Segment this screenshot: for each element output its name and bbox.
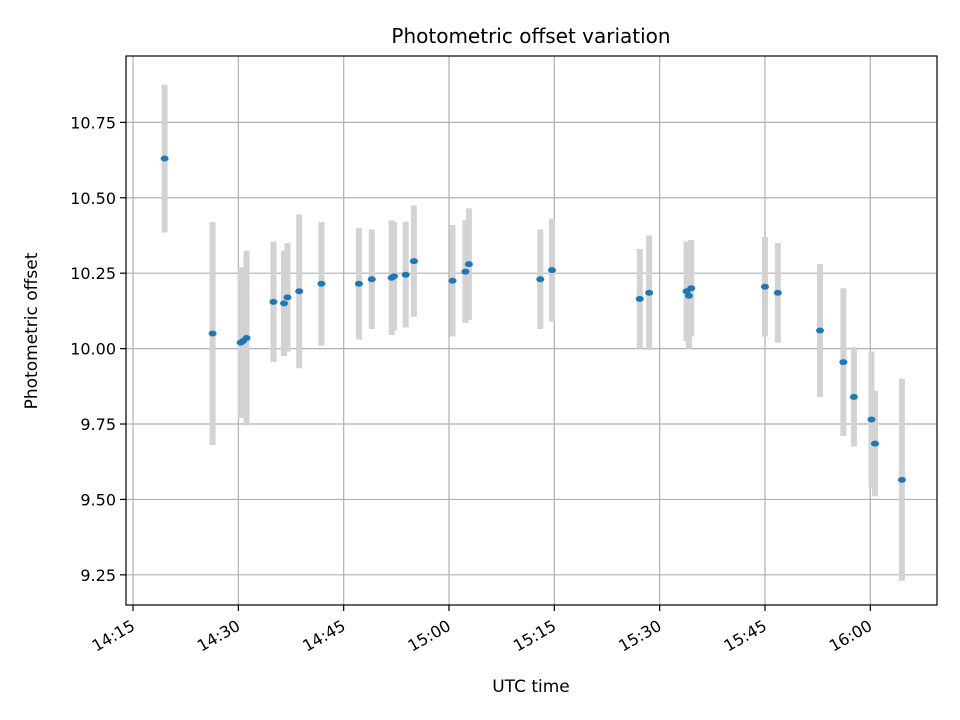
data-point <box>839 359 848 366</box>
data-point <box>849 393 858 400</box>
data-point <box>687 285 696 292</box>
data-point <box>279 300 288 307</box>
y-tick-label: 9.50 <box>80 490 116 509</box>
y-tick-label: 10.25 <box>70 264 116 283</box>
point-layer <box>160 155 906 483</box>
plot-frame <box>125 55 938 606</box>
data-point <box>464 261 473 268</box>
y-tick-label: 9.25 <box>80 566 116 585</box>
data-point <box>242 335 251 342</box>
data-point <box>870 440 879 447</box>
data-point <box>547 267 556 274</box>
data-point <box>208 330 217 337</box>
data-point <box>160 155 169 162</box>
data-point <box>773 289 782 296</box>
data-point <box>536 276 545 283</box>
y-tick-label: 10.50 <box>70 189 116 208</box>
data-point <box>645 289 654 296</box>
data-point <box>760 283 769 290</box>
data-point <box>367 276 376 283</box>
data-point <box>461 268 470 275</box>
data-point <box>269 298 278 305</box>
data-point <box>897 476 906 483</box>
data-point <box>283 294 292 301</box>
x-axis-label: UTC time <box>492 677 570 697</box>
y-tick-label: 10.75 <box>70 113 116 132</box>
y-axis-label: Photometric offset <box>22 252 42 409</box>
data-point <box>409 258 418 265</box>
chart-title: Photometric offset variation <box>391 24 670 48</box>
data-point <box>354 280 363 287</box>
data-point <box>448 277 457 284</box>
data-point <box>635 295 644 302</box>
data-point <box>389 273 398 280</box>
y-tick-label: 10.00 <box>70 340 116 359</box>
data-point <box>684 292 693 299</box>
data-point <box>317 280 326 287</box>
data-point <box>815 327 824 334</box>
grid-layer <box>126 56 937 605</box>
data-point <box>867 416 876 423</box>
y-tick-label: 9.75 <box>80 415 116 434</box>
data-point <box>295 288 304 295</box>
data-point <box>401 271 410 278</box>
